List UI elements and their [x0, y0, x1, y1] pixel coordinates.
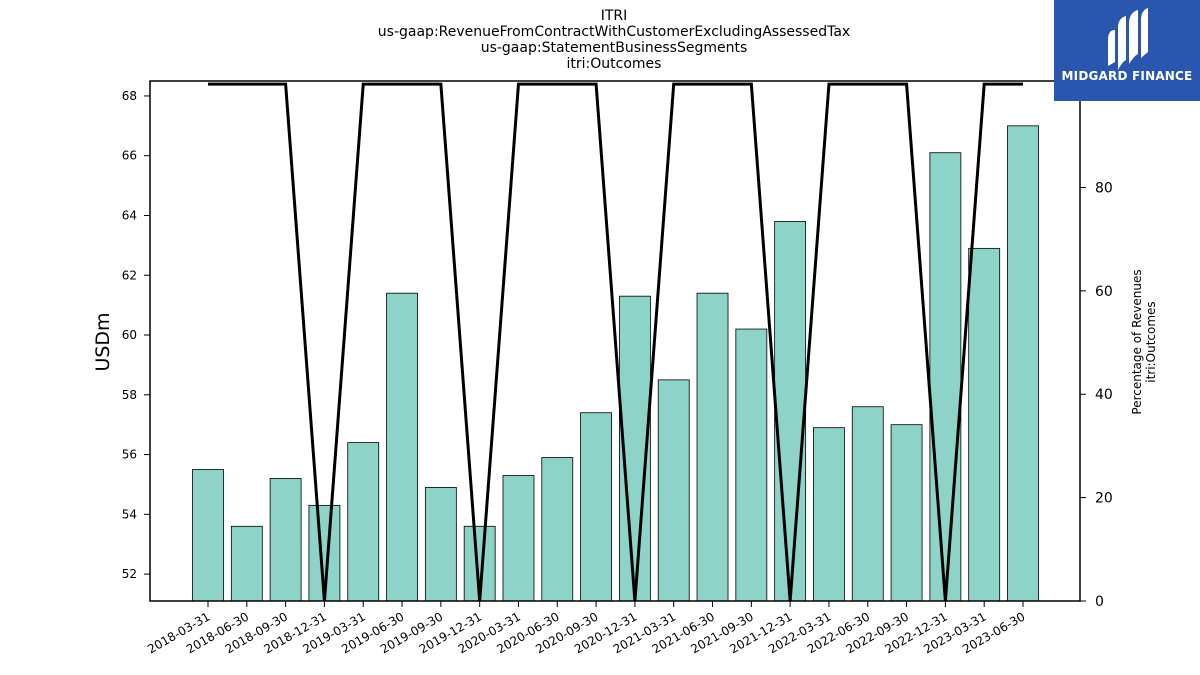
y-tick-label: 66 [122, 149, 137, 163]
title-line: us-gaap:RevenueFromContractWithCustomerE… [378, 24, 850, 40]
percentage-line [208, 82, 1023, 602]
bar [424, 487, 457, 602]
chart-title: ITRIus-gaap:RevenueFromContractWithCusto… [378, 8, 850, 72]
y2-axis-label-line: Percentage of Revenues [1130, 269, 1144, 414]
y2-tick-label: 20 [1095, 491, 1113, 507]
title-line: ITRI [601, 8, 628, 24]
bar [968, 247, 1001, 602]
bar [735, 328, 768, 602]
y-axis-left: 52 54 56 58 60 62 64 66 68 [122, 89, 150, 581]
y2-tick-label: 80 [1095, 180, 1113, 196]
y2-tick-label: 60 [1095, 284, 1113, 300]
bar [813, 427, 845, 602]
bar [269, 478, 302, 602]
bar [851, 406, 884, 602]
bar [230, 525, 263, 602]
plot-frame [149, 80, 1081, 602]
y-tick-label: 62 [122, 268, 137, 282]
y2-axis-label-line: itri:Outcomes [1144, 301, 1158, 382]
y-tick-label: 52 [122, 567, 137, 581]
bar [657, 379, 690, 602]
y2-tick-label: 40 [1095, 387, 1113, 403]
y-tick-label: 64 [122, 208, 137, 222]
y-tick-label: 60 [122, 328, 137, 342]
title-line: itri:Outcomes [567, 56, 662, 72]
bar [696, 292, 729, 602]
midgard-finance-logo: MIDGARD FINANCE [1054, 0, 1200, 101]
bar [929, 152, 962, 602]
y2-tick-label: 0 [1095, 594, 1104, 610]
y-axis-label: USDm [92, 312, 114, 371]
bar [347, 442, 380, 602]
y-axis-right: 020406080100 [1080, 77, 1122, 610]
title-line: us-gaap:StatementBusinessSegments [481, 40, 748, 56]
x-axis: 2018-03-312018-06-302018-09-302018-12-31… [145, 601, 1028, 656]
bars [192, 125, 1039, 602]
bar [1007, 125, 1039, 602]
bar [541, 457, 574, 602]
y-tick-label: 54 [122, 507, 137, 521]
percentage-line-path [208, 82, 1023, 602]
y-tick-label: 58 [122, 388, 137, 402]
bar [890, 424, 923, 602]
bar [502, 475, 535, 602]
logo-text: MIDGARD FINANCE [1061, 69, 1193, 83]
y2-axis-label: Percentage of Revenuesitri:Outcomes [1130, 269, 1158, 414]
y-tick-label: 56 [122, 448, 137, 462]
bar [774, 221, 807, 602]
bar [386, 292, 418, 602]
bar [192, 469, 224, 602]
bar [580, 412, 612, 602]
midgard-logo-icon [1108, 8, 1148, 70]
y-tick-label: 68 [122, 89, 137, 103]
